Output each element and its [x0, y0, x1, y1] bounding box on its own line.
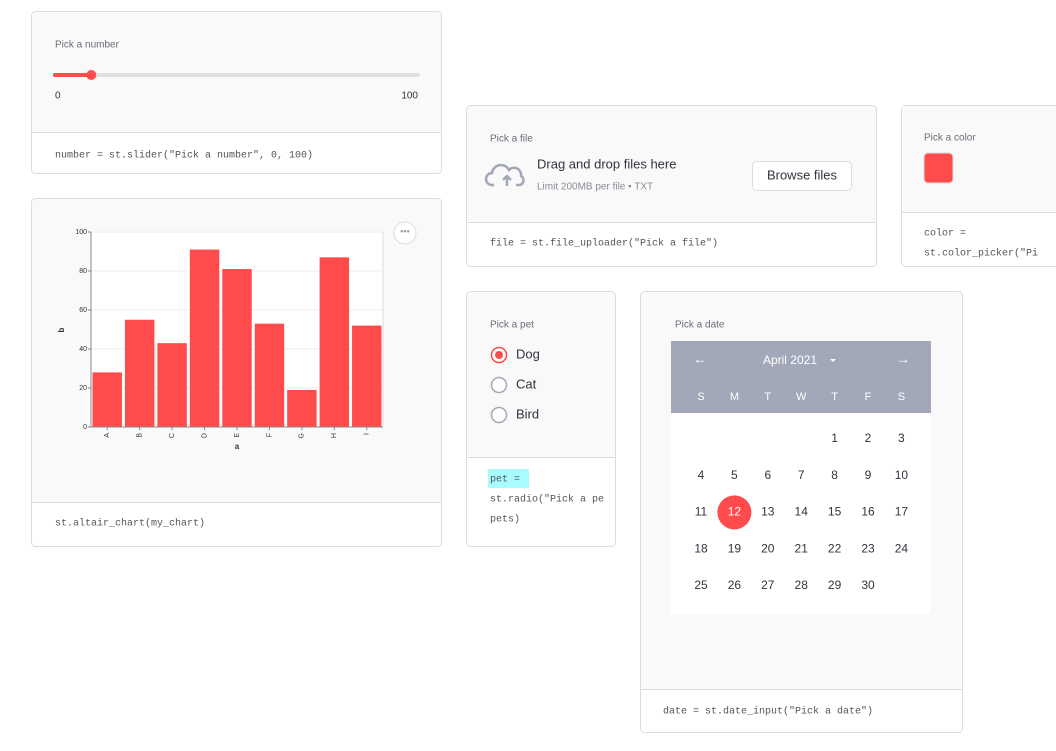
weekday: S	[697, 391, 704, 403]
x-tick-label: I	[364, 433, 371, 435]
x-tick-label: H	[331, 433, 338, 438]
day[interactable]: 26	[728, 578, 742, 592]
slider-thumb[interactable]	[86, 70, 96, 80]
day[interactable]: 20	[761, 541, 775, 555]
day[interactable]: 13	[761, 505, 775, 519]
day[interactable]: 1	[831, 431, 838, 445]
day[interactable]: 8	[831, 468, 838, 482]
day[interactable]: 10	[895, 468, 909, 482]
x-tick-label: G	[299, 433, 306, 438]
label: Pick a color	[924, 133, 976, 144]
month-label[interactable]: April 2021	[763, 353, 817, 367]
y-tick-label: 60	[79, 307, 87, 314]
y-tick-label: 0	[83, 424, 87, 431]
day[interactable]: 7	[798, 468, 805, 482]
weekday: W	[796, 391, 807, 403]
radio-button[interactable]	[492, 378, 507, 393]
day[interactable]: 30	[861, 578, 875, 592]
x-tick-label: F	[266, 433, 273, 437]
day[interactable]: 18	[694, 541, 708, 555]
day[interactable]: 17	[895, 505, 909, 519]
weekday: S	[898, 391, 905, 403]
radio-label[interactable]: Dog	[516, 346, 540, 361]
bar	[255, 324, 284, 427]
day[interactable]: 16	[861, 505, 875, 519]
x-tick-label: E	[234, 433, 241, 438]
day[interactable]: 23	[861, 541, 875, 555]
bar	[222, 269, 251, 427]
weekday: F	[865, 391, 872, 403]
bar	[287, 390, 316, 427]
day[interactable]: 24	[895, 541, 909, 555]
day[interactable]: 3	[898, 431, 905, 445]
day[interactable]: 4	[698, 468, 705, 482]
card-top	[467, 292, 615, 457]
code: file = st.file_uploader("Pick a file")	[490, 238, 718, 250]
drop-limit: Limit 200MB per file • TXT	[537, 182, 653, 193]
day[interactable]: 15	[828, 505, 842, 519]
day[interactable]: 27	[761, 578, 775, 592]
code: date = st.date_input("Pick a date")	[663, 706, 873, 718]
day[interactable]: 5	[731, 468, 738, 482]
day[interactable]: 22	[828, 541, 842, 555]
day[interactable]: 25	[694, 578, 708, 592]
day[interactable]: 29	[828, 578, 842, 592]
label: Pick a number	[55, 40, 120, 51]
x-tick-label: A	[104, 433, 111, 438]
prev-month[interactable]: ←	[693, 351, 707, 367]
x-tick-label: C	[169, 433, 176, 438]
browse-label: Browse files	[767, 167, 838, 182]
weekday: T	[831, 391, 838, 403]
drop-title: Drag and drop files here	[537, 156, 676, 171]
day[interactable]: 11	[695, 505, 708, 519]
code: color =	[924, 228, 966, 240]
bar	[190, 250, 219, 427]
code: st.altair_chart(my_chart)	[55, 518, 205, 530]
bar	[125, 320, 154, 427]
day[interactable]: 12	[728, 505, 742, 519]
y-tick-label: 40	[79, 346, 87, 353]
radio-dot	[495, 351, 503, 359]
bar	[320, 257, 349, 427]
slider-min: 0	[55, 91, 61, 102]
y-axis-label: b	[57, 327, 66, 332]
label: Pick a pet	[490, 320, 534, 331]
day[interactable]: 21	[795, 541, 809, 555]
x-tick-label: B	[137, 433, 144, 438]
code: pets)	[490, 514, 520, 526]
weekday: M	[730, 391, 739, 403]
y-tick-label: 20	[79, 385, 87, 392]
y-tick-label: 80	[79, 268, 87, 275]
code: number = st.slider("Pick a number", 0, 1…	[55, 150, 313, 162]
code: pet =	[490, 475, 520, 486]
radio-label[interactable]: Cat	[516, 376, 537, 391]
weekday: T	[764, 391, 771, 403]
label: Pick a file	[490, 134, 533, 145]
x-tick-label: D	[201, 433, 208, 438]
code: st.radio("Pick a pe	[490, 494, 604, 506]
bar	[93, 372, 122, 427]
radio-label[interactable]: Bird	[516, 406, 539, 421]
more-icon: •••	[400, 226, 409, 236]
color-swatch[interactable]	[924, 153, 953, 183]
code: st.color_picker("Pi	[924, 248, 1038, 260]
next-month[interactable]: →	[896, 351, 910, 367]
x-axis-label: a	[235, 442, 240, 451]
day[interactable]: 19	[728, 541, 742, 555]
day[interactable]: 9	[865, 468, 872, 482]
label: Pick a date	[675, 320, 725, 331]
slider-max: 100	[401, 91, 418, 102]
y-tick-label: 100	[75, 229, 87, 236]
bar	[157, 343, 186, 427]
radio-button[interactable]	[492, 408, 507, 423]
day[interactable]: 6	[764, 468, 771, 482]
bar	[352, 326, 381, 427]
day[interactable]: 14	[795, 505, 809, 519]
day[interactable]: 2	[865, 431, 872, 445]
day[interactable]: 28	[795, 578, 809, 592]
